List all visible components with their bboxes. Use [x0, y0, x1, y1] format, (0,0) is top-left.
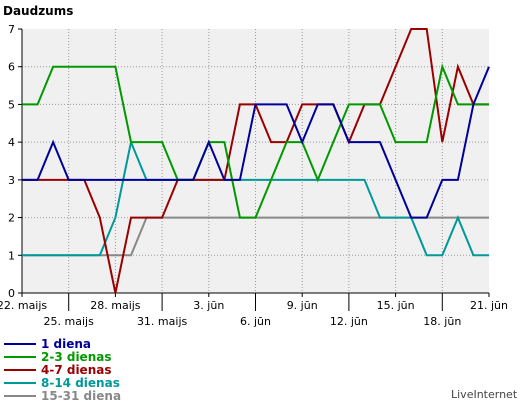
x-tick-label: 15. jūn — [377, 299, 415, 312]
x-tick-label: 6. jūn — [240, 315, 271, 328]
x-tick-label: 28. maijs — [90, 299, 141, 312]
legend-label: 2-3 dienas — [41, 350, 111, 364]
credit-label: LiveInternet — [451, 388, 518, 401]
y-tick-label: 6 — [8, 61, 15, 74]
x-tick-label: 3. jūn — [193, 299, 224, 312]
y-axis-title: Daudzums — [3, 4, 73, 18]
y-tick-label: 4 — [8, 136, 15, 149]
x-tick-label: 21. jūn — [470, 299, 508, 312]
x-tick-label: 25. maijs — [44, 315, 95, 328]
legend-label: 4-7 dienas — [41, 363, 111, 377]
x-tick-label: 31. maijs — [137, 315, 188, 328]
y-tick-label: 7 — [8, 23, 15, 36]
series-line — [22, 66, 490, 219]
x-tick-label: 18. jūn — [423, 315, 461, 328]
y-tick-label: 2 — [8, 212, 15, 225]
legend-label: 15-31 diena — [41, 389, 121, 403]
series-lines — [22, 28, 490, 294]
series-line — [22, 63, 489, 219]
y-tick-label: 1 — [8, 249, 15, 262]
x-tick-label: 22. maijs — [0, 299, 47, 312]
y-tick-label: 5 — [8, 98, 15, 111]
legend-label: 1 diena — [41, 337, 91, 351]
x-tick-label: 12. jūn — [330, 315, 368, 328]
grid — [22, 29, 489, 293]
x-tick-label: 9. jūn — [287, 299, 318, 312]
axes: 0 1 2 3 4 5 6 7 22. maijs 25. maijs 28. maijs 31. m… — [0, 23, 508, 328]
y-tick-label: 3 — [8, 174, 15, 187]
y-tick-label: 0 — [8, 287, 15, 300]
legend-label: 8-14 dienas — [41, 376, 120, 390]
